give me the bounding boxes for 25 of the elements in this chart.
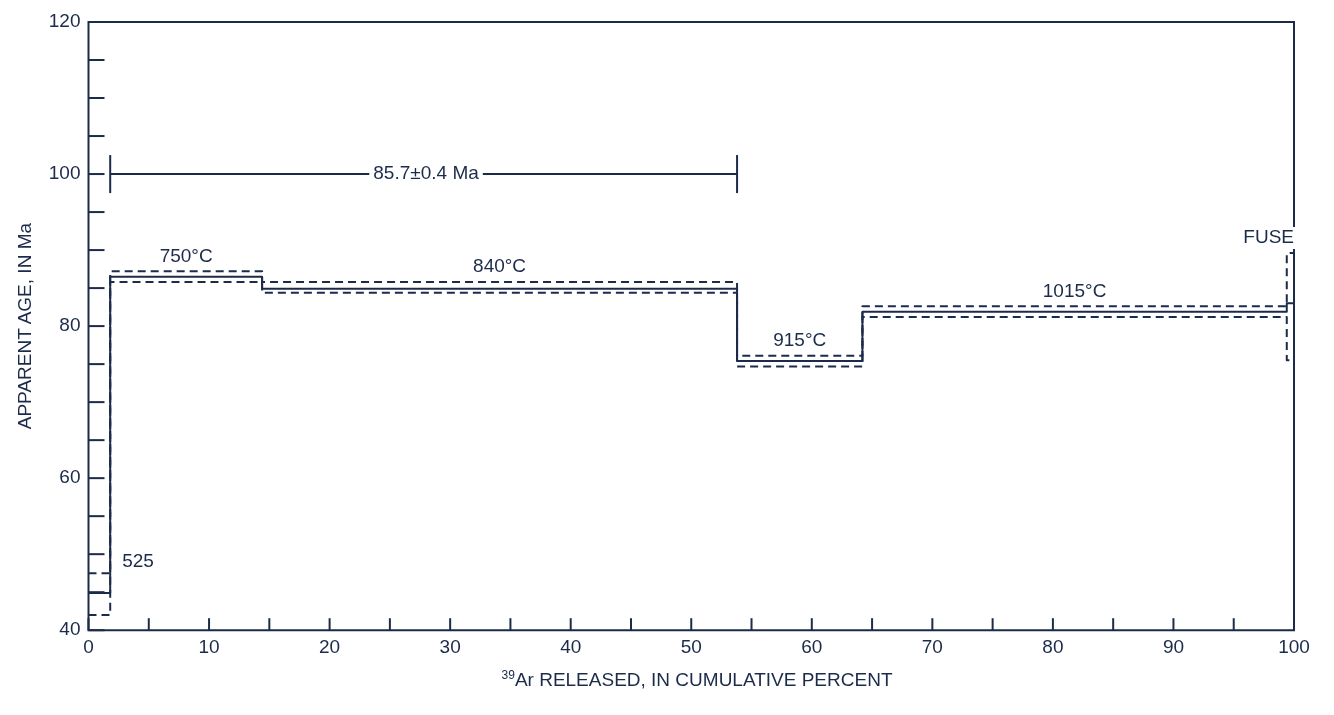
y-tick-label: 120	[48, 10, 81, 32]
annotation: FUSE	[1243, 226, 1295, 248]
x-tick-label: 80	[1042, 635, 1064, 657]
x-tick-label: 20	[319, 635, 341, 657]
annotation: 1015°C	[1042, 279, 1107, 301]
annotation: 85.7±0.4 Ma	[373, 162, 480, 184]
annotation: 915°C	[773, 328, 827, 350]
x-tick-label: 50	[680, 635, 702, 657]
x-tick-label: 0	[83, 635, 94, 657]
x-tick-label: 10	[198, 635, 220, 657]
y-tick-label: 60	[59, 466, 81, 488]
x-tick-label: 70	[921, 635, 943, 657]
x-tick-label: 90	[1162, 635, 1185, 657]
x-tick-label: 30	[439, 635, 461, 657]
y-tick-label: 80	[59, 314, 81, 336]
annotation: 750°C	[159, 244, 213, 266]
x-tick-label: 40	[560, 635, 582, 657]
x-tick-label: 100	[1278, 635, 1310, 657]
annotation: 525	[122, 550, 154, 572]
x-axis-title: $^{39}$Ar RELEASED, IN CUMULATIVE PERCENT	[500, 668, 894, 692]
y-tick-label: 100	[48, 162, 81, 184]
x-tick-label: 60	[801, 635, 823, 657]
y-axis-title: APPARENT AGE, IN Ma	[13, 222, 35, 430]
y-tick-label: 40	[59, 618, 81, 640]
annotation: 840°C	[473, 255, 527, 277]
